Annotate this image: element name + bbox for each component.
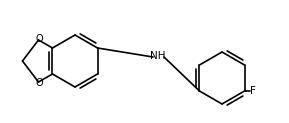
Text: O: O — [36, 78, 43, 88]
Text: NH: NH — [150, 51, 166, 61]
Text: O: O — [36, 34, 43, 44]
Text: F: F — [250, 86, 255, 96]
